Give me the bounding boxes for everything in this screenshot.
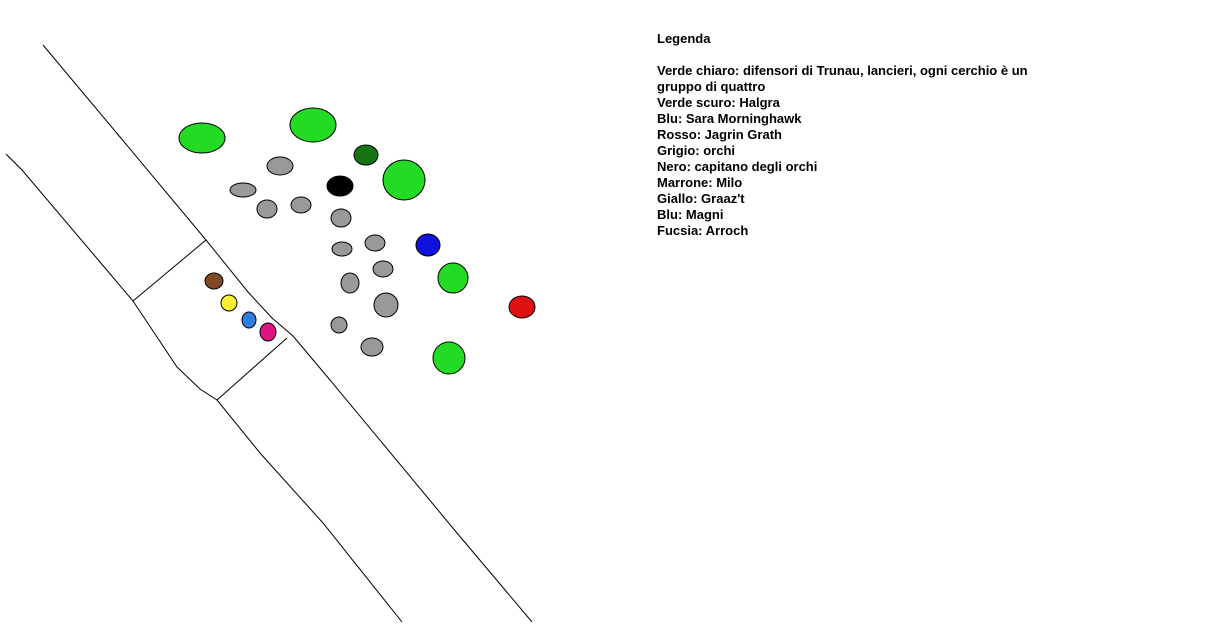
legend-title: Legenda xyxy=(657,31,711,46)
orc xyxy=(229,182,257,198)
orc xyxy=(266,156,294,176)
trunau-defenders-group xyxy=(432,341,466,375)
orc xyxy=(290,196,312,214)
arroch xyxy=(259,322,277,342)
legend-line: gruppo di quattro xyxy=(657,79,766,94)
trunau-defenders-group xyxy=(289,107,337,143)
orc xyxy=(364,234,386,252)
orc xyxy=(330,316,348,334)
jagrin-grath xyxy=(508,295,536,319)
trunau-defenders-group xyxy=(178,122,226,154)
graazt xyxy=(220,294,238,312)
wall-lower xyxy=(5,153,403,623)
wall-upper xyxy=(42,44,533,623)
orc xyxy=(360,337,384,357)
magni xyxy=(241,311,257,329)
gate-edge-lower xyxy=(216,337,288,401)
orc xyxy=(372,260,394,278)
battle-map xyxy=(5,44,536,623)
legend-line: Verde scuro: Halgra xyxy=(657,95,780,110)
trunau-defenders-group xyxy=(382,159,426,201)
orc xyxy=(256,199,278,219)
legend-lines: Verde chiaro: difensori di Trunau, lanci… xyxy=(657,63,1057,239)
legend-line: Marrone: Milo xyxy=(657,175,743,190)
legend-line: Blu: Magni xyxy=(657,207,724,222)
orc xyxy=(340,272,360,294)
gate-edge-upper xyxy=(132,239,207,302)
trunau-defenders-group xyxy=(437,262,469,294)
orc xyxy=(331,241,353,257)
orc xyxy=(373,292,399,318)
halgra xyxy=(353,144,379,166)
orc-captain xyxy=(326,175,354,197)
milo xyxy=(204,272,224,290)
legend-line: Giallo: Graaz't xyxy=(657,191,745,206)
sara-morninghawk xyxy=(415,233,441,257)
legend-line: Rosso: Jagrin Grath xyxy=(657,127,782,142)
legend-line: Grigio: orchi xyxy=(657,143,735,158)
orc xyxy=(330,208,352,228)
legend-line: Verde chiaro: difensori di Trunau, lanci… xyxy=(657,63,1028,78)
legend-line: Fucsia: Arroch xyxy=(657,223,749,238)
legend: Legenda Verde chiaro: difensori di Truna… xyxy=(657,31,1057,239)
legend-line: Blu: Sara Morninghawk xyxy=(657,111,802,126)
legend-line: Nero: capitano degli orchi xyxy=(657,159,818,174)
